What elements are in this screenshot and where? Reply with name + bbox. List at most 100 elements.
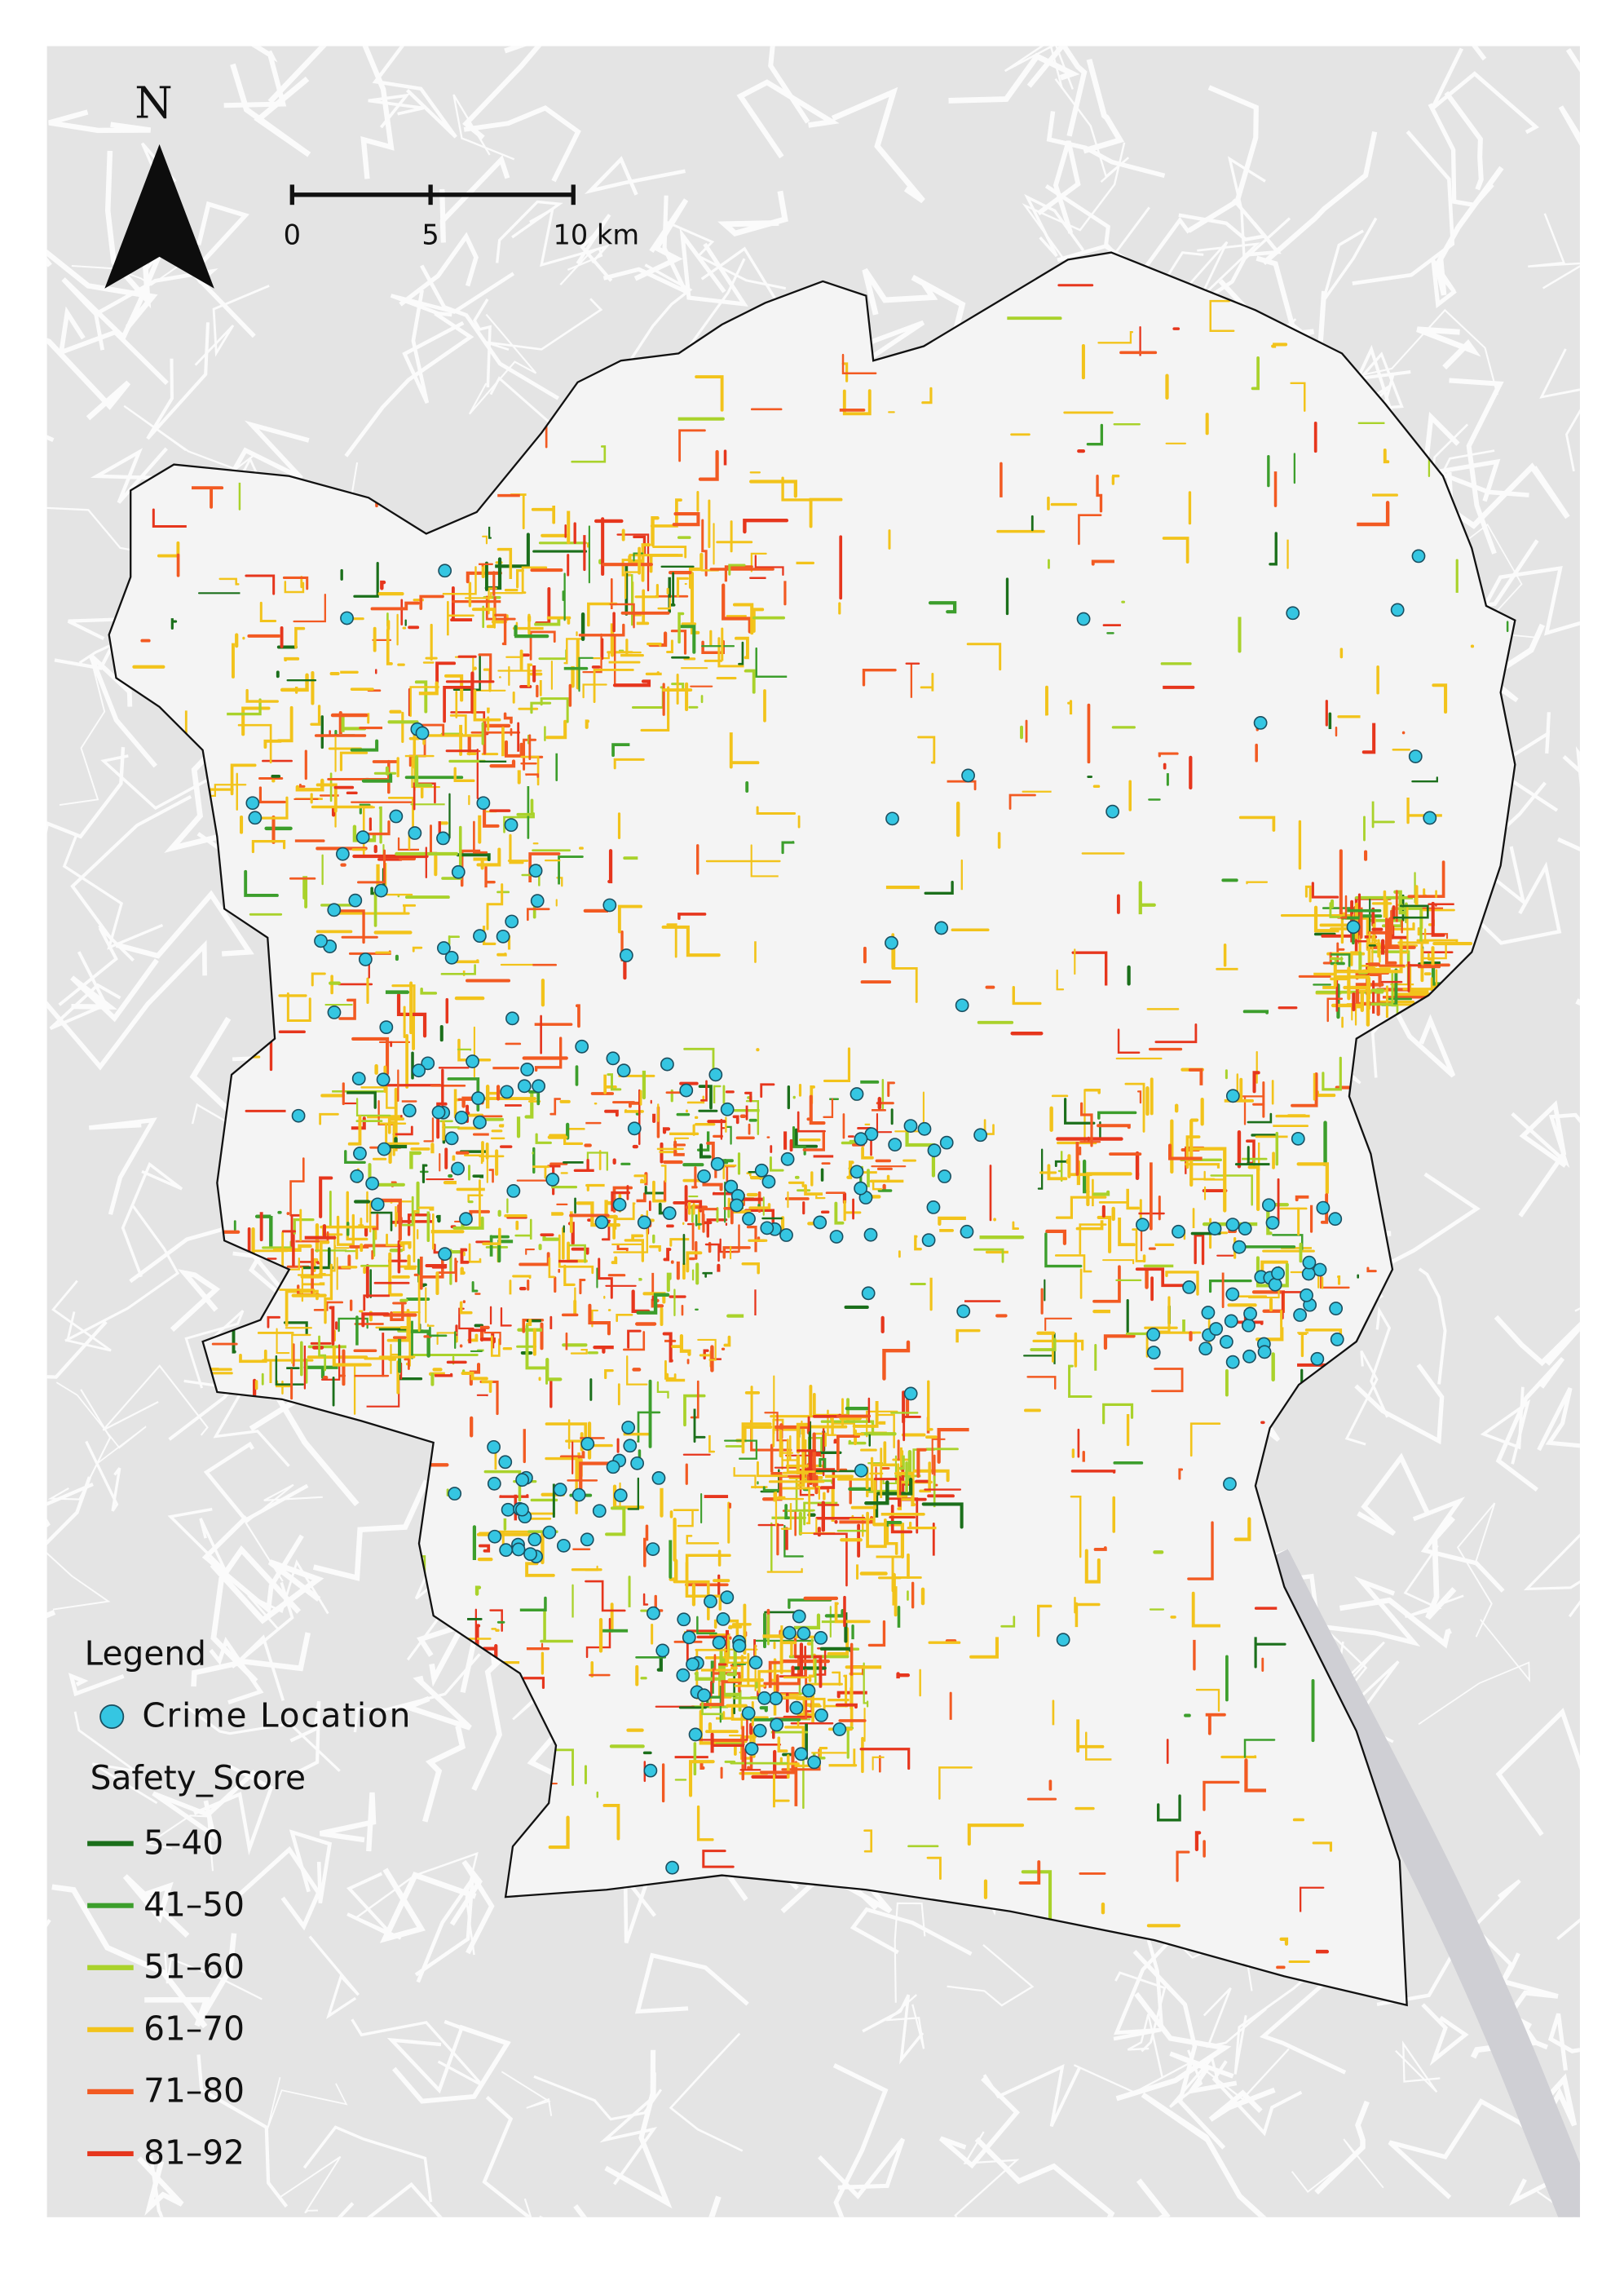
crime-location [314, 934, 328, 948]
road-segment [523, 1677, 545, 1690]
road-segment [1432, 683, 1448, 714]
crime-location [757, 1691, 772, 1705]
road-segment [380, 580, 386, 590]
road-segment [672, 512, 700, 527]
road-segment [293, 593, 326, 623]
basemap-road [1352, 130, 1455, 285]
road-segment [1086, 423, 1104, 446]
road-segment [728, 564, 746, 576]
road-segment [1428, 903, 1454, 907]
crime-location [720, 1102, 735, 1116]
crime-location [807, 1755, 822, 1770]
crime-location [752, 1723, 767, 1738]
crime-location [704, 1594, 717, 1609]
road-segment [530, 701, 552, 714]
basemap-road [46, 435, 55, 443]
road-segment [624, 1109, 644, 1113]
road-segment [1362, 935, 1374, 971]
road-segment [289, 1157, 305, 1217]
road-segment [1291, 1072, 1318, 1107]
road-segment [808, 1421, 842, 1454]
road-segment [760, 1083, 775, 1098]
crime-location [1224, 1314, 1238, 1328]
basemap-road [368, 93, 425, 129]
crime-location [1207, 1222, 1222, 1235]
road-segment [1075, 1602, 1101, 1628]
basemap-road [351, 2018, 484, 2087]
road-segment [642, 1593, 649, 1606]
road-segment [1132, 1228, 1145, 1262]
road-segment [1388, 922, 1415, 930]
road-segment [1208, 1280, 1252, 1293]
road-segment [463, 1154, 483, 1165]
basemap-road [1022, 142, 1126, 270]
basemap-road [496, 200, 563, 263]
crime-location [646, 1542, 660, 1557]
crime-location [291, 1108, 306, 1123]
basemap-road [210, 1559, 324, 1624]
crime-location [1330, 1333, 1344, 1346]
road-segment [1185, 1163, 1220, 1169]
road-segment [481, 1380, 493, 1394]
crime-location [376, 1072, 391, 1087]
road-segment [300, 1240, 330, 1279]
basemap-road [85, 1440, 121, 1512]
crime-location [1225, 1355, 1240, 1369]
road-segment [559, 1450, 585, 1459]
road-segment [823, 1098, 834, 1118]
road-segment [341, 713, 367, 732]
road-segment [418, 681, 439, 696]
road-segment [1282, 1291, 1307, 1319]
road-segment [848, 1439, 867, 1445]
road-segment [374, 1198, 402, 1241]
road-segment [332, 1346, 372, 1367]
crime-location [340, 611, 354, 625]
road-segment [474, 1585, 482, 1596]
road-segment [237, 723, 272, 764]
road-segment [483, 1470, 522, 1502]
road-segment [404, 754, 435, 792]
basemap-road [482, 2095, 544, 2217]
crime-location [580, 1437, 595, 1451]
crime-location [454, 1110, 469, 1125]
basemap-road [1456, 1502, 1496, 1638]
road-segment [1361, 723, 1376, 754]
basemap-road [58, 926, 135, 1006]
crime-location [370, 1197, 385, 1212]
road-segment [588, 1303, 611, 1336]
crime-location [506, 1183, 521, 1198]
road-segment [691, 1166, 698, 1189]
road-segment [421, 1164, 428, 1184]
road-segment [563, 1264, 576, 1286]
road-segment [748, 1203, 771, 1209]
road-segment [361, 773, 393, 783]
crime-location [885, 935, 898, 950]
road-segment [797, 1111, 826, 1133]
basemap-road [604, 2049, 673, 2209]
crime-location [350, 1169, 364, 1183]
road-segment [304, 1224, 337, 1240]
road-segment [494, 613, 507, 646]
basemap-road [46, 249, 158, 329]
basemap-road [948, 52, 1080, 104]
basemap-road [189, 201, 256, 338]
road-segment [896, 1672, 911, 1679]
road-segment [1407, 860, 1445, 899]
crime-location [939, 1135, 954, 1150]
road-segment [1194, 1831, 1202, 1852]
basemap-road [1558, 47, 1580, 146]
road-segment [419, 595, 444, 610]
road-segment [836, 1434, 860, 1472]
basemap-road [46, 1609, 56, 1619]
road-segment [866, 1410, 898, 1438]
crime-location [1302, 1255, 1317, 1270]
road-segment [656, 1381, 669, 1399]
basemap-road [484, 298, 603, 351]
road-segment [604, 1200, 618, 1219]
road-segment [894, 1471, 916, 1507]
road-segment [701, 519, 708, 577]
road-segment [338, 909, 365, 944]
road-segment [563, 638, 584, 665]
road-segment [704, 1243, 720, 1262]
road-segment [514, 625, 549, 639]
